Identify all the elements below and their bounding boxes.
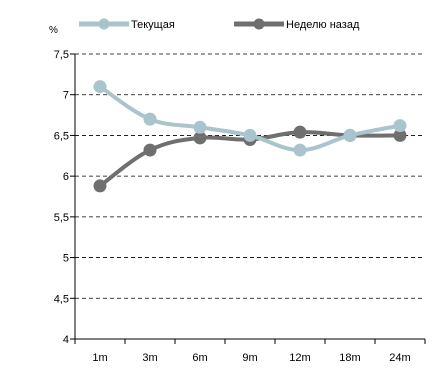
x-tick-label: 18m <box>339 352 360 364</box>
legend-marker-current <box>98 18 110 30</box>
y-tick-label: 7 <box>63 90 69 102</box>
x-tick-label: 3m <box>142 352 157 364</box>
y-tick-label: 7,5 <box>54 49 69 61</box>
legend-marker-week-ago <box>253 18 265 30</box>
y-tick-label: 4,5 <box>54 293 69 305</box>
data-point-0 <box>93 80 107 94</box>
x-tick-label: 9m <box>242 352 257 364</box>
y-tick-label: 5 <box>63 253 69 265</box>
data-point-0 <box>193 120 207 134</box>
data-point-1 <box>93 179 107 193</box>
axes: 4 4,5 5 5,5 6 6,5 7 7,5 1m 3m 6m 9m 12m 18m 24m <box>54 49 426 364</box>
y-tick-label: 5,5 <box>54 212 69 224</box>
y-tick-label: 4 <box>63 334 69 346</box>
x-tick-label: 1m <box>92 352 107 364</box>
gridlines <box>75 53 425 299</box>
data-point-0 <box>143 112 157 126</box>
legend: Текущая Неделю назад <box>79 18 360 31</box>
y-tick-label: 6 <box>63 171 69 183</box>
data-point-0 <box>343 128 357 142</box>
data-point-1 <box>193 131 207 145</box>
x-tick-label: 12m <box>289 352 310 364</box>
data-point-1 <box>143 143 157 157</box>
x-tick-label: 24m <box>389 352 410 364</box>
y-axis-label: % <box>49 25 58 36</box>
data-point-1 <box>393 128 407 142</box>
x-tick-label: 6m <box>192 352 207 364</box>
data-point-0 <box>293 143 307 157</box>
series <box>93 80 407 193</box>
data-point-0 <box>393 119 407 133</box>
data-point-0 <box>243 128 257 142</box>
y-tick-label: 6,5 <box>54 130 69 142</box>
legend-label-current: Текущая <box>131 19 175 31</box>
data-point-1 <box>293 125 307 139</box>
legend-label-week-ago: Неделю назад <box>286 19 360 31</box>
